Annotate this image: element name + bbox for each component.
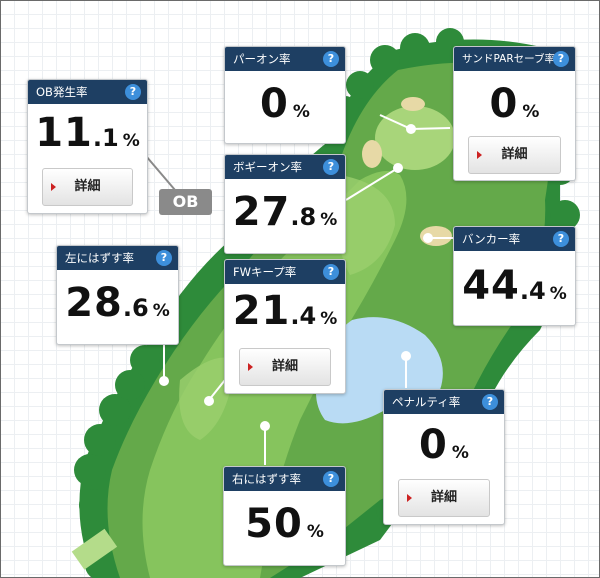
- value-integer: 44: [462, 263, 520, 309]
- card-header: FWキープ率 ?: [225, 260, 345, 284]
- detail-label: 詳細: [430, 490, 457, 505]
- detail-label: 詳細: [271, 359, 298, 374]
- help-icon[interactable]: ?: [553, 231, 569, 247]
- value-decimal: .4: [519, 277, 546, 305]
- card-title: ボギーオン率: [233, 160, 302, 174]
- card-title: バンカー率: [462, 232, 521, 246]
- detail-label: 詳細: [74, 179, 101, 194]
- value-integer: 27: [232, 189, 291, 235]
- stat-value: 44.4%: [454, 263, 575, 309]
- detail-label: 詳細: [501, 147, 528, 162]
- stat-value: 50%: [224, 501, 345, 547]
- green: [375, 106, 455, 170]
- stat-value: 28.6%: [57, 280, 178, 326]
- value-unit: %: [320, 210, 338, 230]
- value-unit: %: [320, 309, 338, 329]
- value-unit: %: [522, 102, 540, 122]
- ob-rate-card: OB発生率 ? 11.1% 詳細: [27, 79, 148, 214]
- help-icon[interactable]: ?: [323, 264, 339, 280]
- help-icon[interactable]: ?: [125, 84, 141, 100]
- value-integer: 21: [232, 288, 291, 334]
- arrow-right-icon: [248, 363, 253, 371]
- card-header: 右にはずす率 ?: [224, 467, 345, 491]
- card-header: バンカー率 ?: [454, 227, 575, 251]
- value-decimal: .6: [122, 294, 149, 322]
- card-title: 左にはずす率: [65, 251, 134, 265]
- card-header: サンドPARセーブ率 ?: [454, 47, 575, 71]
- value-integer: 0: [260, 81, 289, 127]
- detail-button[interactable]: 詳細: [468, 136, 561, 174]
- card-header: 左にはずす率 ?: [57, 246, 178, 270]
- bunker-shape: [362, 140, 382, 168]
- value-unit: %: [122, 131, 140, 151]
- value-integer: 28: [65, 280, 123, 326]
- detail-button[interactable]: 詳細: [239, 348, 331, 386]
- card-header: ペナルティ率 ?: [384, 390, 504, 414]
- sand-save-rate-card: サンドPARセーブ率 ? 0% 詳細: [453, 46, 576, 181]
- card-title: OB発生率: [36, 85, 88, 99]
- card-header: ボギーオン率 ?: [225, 155, 345, 179]
- miss-right-rate-card: 右にはずす率 ? 50%: [223, 466, 346, 566]
- card-title: 右にはずす率: [232, 472, 301, 486]
- value-unit: %: [451, 443, 469, 463]
- fairway-keep-rate-card: FWキープ率 ? 21.4% 詳細: [224, 259, 346, 394]
- help-icon[interactable]: ?: [323, 51, 339, 67]
- stat-value: 11.1%: [28, 110, 147, 156]
- stat-value: 27.8%: [225, 189, 345, 235]
- value-integer: 0: [489, 81, 519, 127]
- stat-value: 0%: [454, 81, 575, 127]
- help-icon[interactable]: ?: [482, 394, 498, 410]
- value-decimal: .1: [92, 124, 119, 152]
- arrow-right-icon: [477, 151, 482, 159]
- value-unit: %: [292, 102, 310, 122]
- card-title: サンドPARセーブ率: [462, 53, 556, 65]
- detail-button[interactable]: 詳細: [42, 168, 133, 206]
- stat-value: 0%: [225, 81, 345, 127]
- value-integer: 50: [245, 501, 303, 547]
- value-decimal: .8: [290, 203, 317, 231]
- help-icon[interactable]: ?: [323, 471, 339, 487]
- card-header: OB発生率 ?: [28, 80, 147, 104]
- miss-left-rate-card: 左にはずす率 ? 28.6%: [56, 245, 179, 345]
- arrow-right-icon: [407, 494, 412, 502]
- ob-tag: OB: [159, 189, 212, 215]
- stat-value: 21.4%: [225, 288, 345, 334]
- bunker-shape: [401, 97, 425, 111]
- help-icon[interactable]: ?: [156, 250, 172, 266]
- value-integer: 0: [419, 422, 448, 468]
- penalty-rate-card: ペナルティ率 ? 0% 詳細: [383, 389, 505, 525]
- card-title: パーオン率: [233, 52, 291, 66]
- help-icon[interactable]: ?: [323, 159, 339, 175]
- card-title: FWキープ率: [233, 265, 297, 279]
- stat-value: 0%: [384, 422, 504, 468]
- detail-button[interactable]: 詳細: [398, 479, 490, 517]
- value-decimal: .4: [290, 302, 317, 330]
- card-title: ペナルティ率: [392, 395, 461, 409]
- value-unit: %: [306, 522, 324, 542]
- value-unit: %: [152, 301, 170, 321]
- par-on-rate-card: パーオン率 ? 0%: [224, 46, 346, 144]
- card-header: パーオン率 ?: [225, 47, 345, 71]
- arrow-right-icon: [51, 183, 56, 191]
- value-integer: 11: [35, 110, 93, 156]
- bunker-rate-card: バンカー率 ? 44.4%: [453, 226, 576, 326]
- bogey-on-rate-card: ボギーオン率 ? 27.8%: [224, 154, 346, 254]
- value-unit: %: [549, 284, 567, 304]
- help-icon[interactable]: ?: [553, 51, 569, 67]
- tee-box: [71, 528, 118, 570]
